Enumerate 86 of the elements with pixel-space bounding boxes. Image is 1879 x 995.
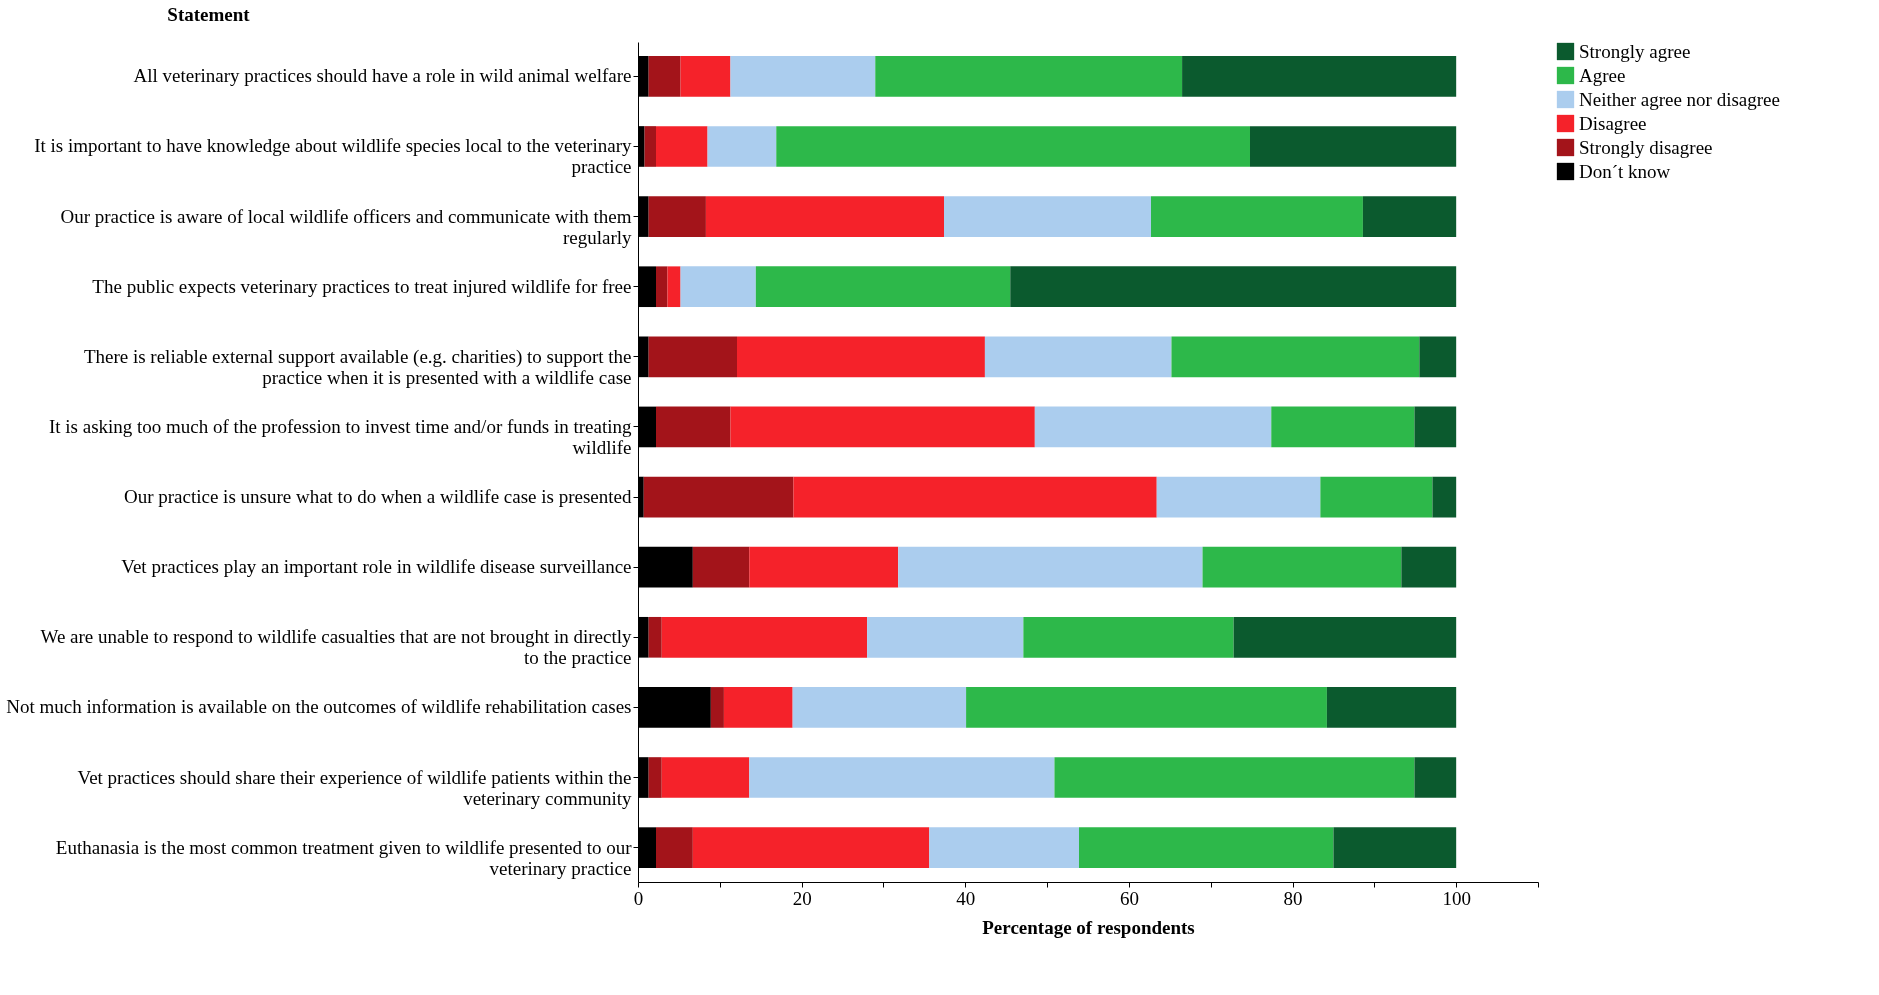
y-axis-title: Statement xyxy=(167,3,251,25)
bar xyxy=(792,687,967,728)
bar xyxy=(749,546,899,588)
bar xyxy=(680,56,731,97)
bar xyxy=(648,757,662,798)
y-tick-label: Vet practices should share their experience of wildlife patients within the veterinary community xyxy=(77,766,632,809)
bar xyxy=(875,56,1183,97)
bar xyxy=(661,616,868,658)
bar xyxy=(710,687,724,728)
bar xyxy=(1171,336,1420,378)
y-tick-label: It is important to have knowledge about wildlife species local to the veterinary practice xyxy=(34,135,632,178)
y-tick-label: All veterinary practices should have a role in wild animal welfare xyxy=(133,65,632,87)
bar xyxy=(966,687,1327,728)
x-axis-title: Percentage of respondents xyxy=(982,916,1195,938)
bar xyxy=(692,546,750,588)
y-tick-label: We are unable to respond to wildlife casualties that are not brought in directly to the practice xyxy=(40,626,632,669)
y-tick-label: Our practice is aware of local wildlife officers and communicate with them regularly xyxy=(60,205,632,248)
bar xyxy=(692,827,930,868)
bar xyxy=(1023,616,1234,658)
bar xyxy=(1414,406,1457,448)
bar xyxy=(656,266,668,308)
bar xyxy=(1320,476,1433,518)
y-tick-label: Vet practices play an important role in wildlife disease surveillance xyxy=(121,556,632,578)
y-tick-label: There is reliable external support available (e.g. charities) to support the practice when it is presented with a wildlife case xyxy=(83,345,632,388)
bar xyxy=(1054,757,1415,798)
y-tick-label: Not much information is available on the outcomes of wildlife rehabilitation cases xyxy=(6,696,632,718)
y-tick-label: The public expects veterinary practices to treat injured wildlife for free xyxy=(92,275,632,297)
bar xyxy=(1010,266,1457,308)
bar xyxy=(944,196,1151,237)
bar xyxy=(1233,616,1457,658)
bar xyxy=(1034,406,1272,448)
bar xyxy=(898,546,1203,588)
x-tick-label: 80 xyxy=(1283,887,1303,909)
bar xyxy=(867,616,1024,658)
bar xyxy=(1414,757,1457,798)
bar xyxy=(929,827,1079,868)
bar xyxy=(707,126,777,167)
bar xyxy=(1182,56,1457,97)
legend-label: Strongly agree xyxy=(1579,40,1691,62)
bar xyxy=(755,266,1011,308)
bar xyxy=(644,126,656,167)
y-tick-label: Our practice is unsure what to do when a wildlife case is presented xyxy=(123,486,632,508)
bar xyxy=(723,687,793,728)
bar xyxy=(737,336,985,378)
legend-label: Strongly disagree xyxy=(1579,136,1713,158)
bar xyxy=(656,406,731,448)
bar xyxy=(656,126,708,167)
bar xyxy=(984,336,1172,378)
bar xyxy=(1333,827,1457,868)
bar xyxy=(730,56,876,97)
bar xyxy=(730,406,1035,448)
bar xyxy=(1432,476,1457,518)
bar xyxy=(680,266,756,308)
bar xyxy=(749,757,1055,798)
y-tick-label: Euthanasia is the most common treatment given to wildlife presented to our veterinary practice xyxy=(55,836,633,879)
bar xyxy=(1362,196,1457,237)
bar xyxy=(648,616,662,658)
bar xyxy=(648,196,706,237)
legend-label: Agree xyxy=(1579,64,1626,86)
y-tick-label: It is asking too much of the profession to invest time and/or funds in treating wildlife xyxy=(48,415,632,458)
x-tick-label: 0 xyxy=(633,887,644,909)
bar xyxy=(656,827,693,868)
x-tick-label: 40 xyxy=(956,887,976,909)
bar xyxy=(776,126,1250,167)
bar xyxy=(705,196,944,237)
bar xyxy=(1151,196,1363,237)
bar xyxy=(643,476,794,518)
x-tick-label: 60 xyxy=(1119,887,1139,909)
bar xyxy=(667,266,681,308)
bar xyxy=(648,56,681,97)
x-tick-label: 100 xyxy=(1442,887,1471,909)
bar xyxy=(661,757,750,798)
legend-label: Disagree xyxy=(1579,112,1647,134)
bar xyxy=(1326,687,1457,728)
bar xyxy=(1401,546,1457,588)
bar xyxy=(1156,476,1321,518)
x-tick-label: 20 xyxy=(792,887,812,909)
bar xyxy=(1079,827,1334,868)
legend-label: Don´t know xyxy=(1579,160,1671,182)
bar xyxy=(1250,126,1457,167)
bar xyxy=(793,476,1157,518)
bar xyxy=(1419,336,1457,378)
bar xyxy=(1202,546,1402,588)
bar xyxy=(1271,406,1415,448)
legend-label: Neither agree nor disagree xyxy=(1579,88,1780,110)
bar xyxy=(648,336,737,378)
